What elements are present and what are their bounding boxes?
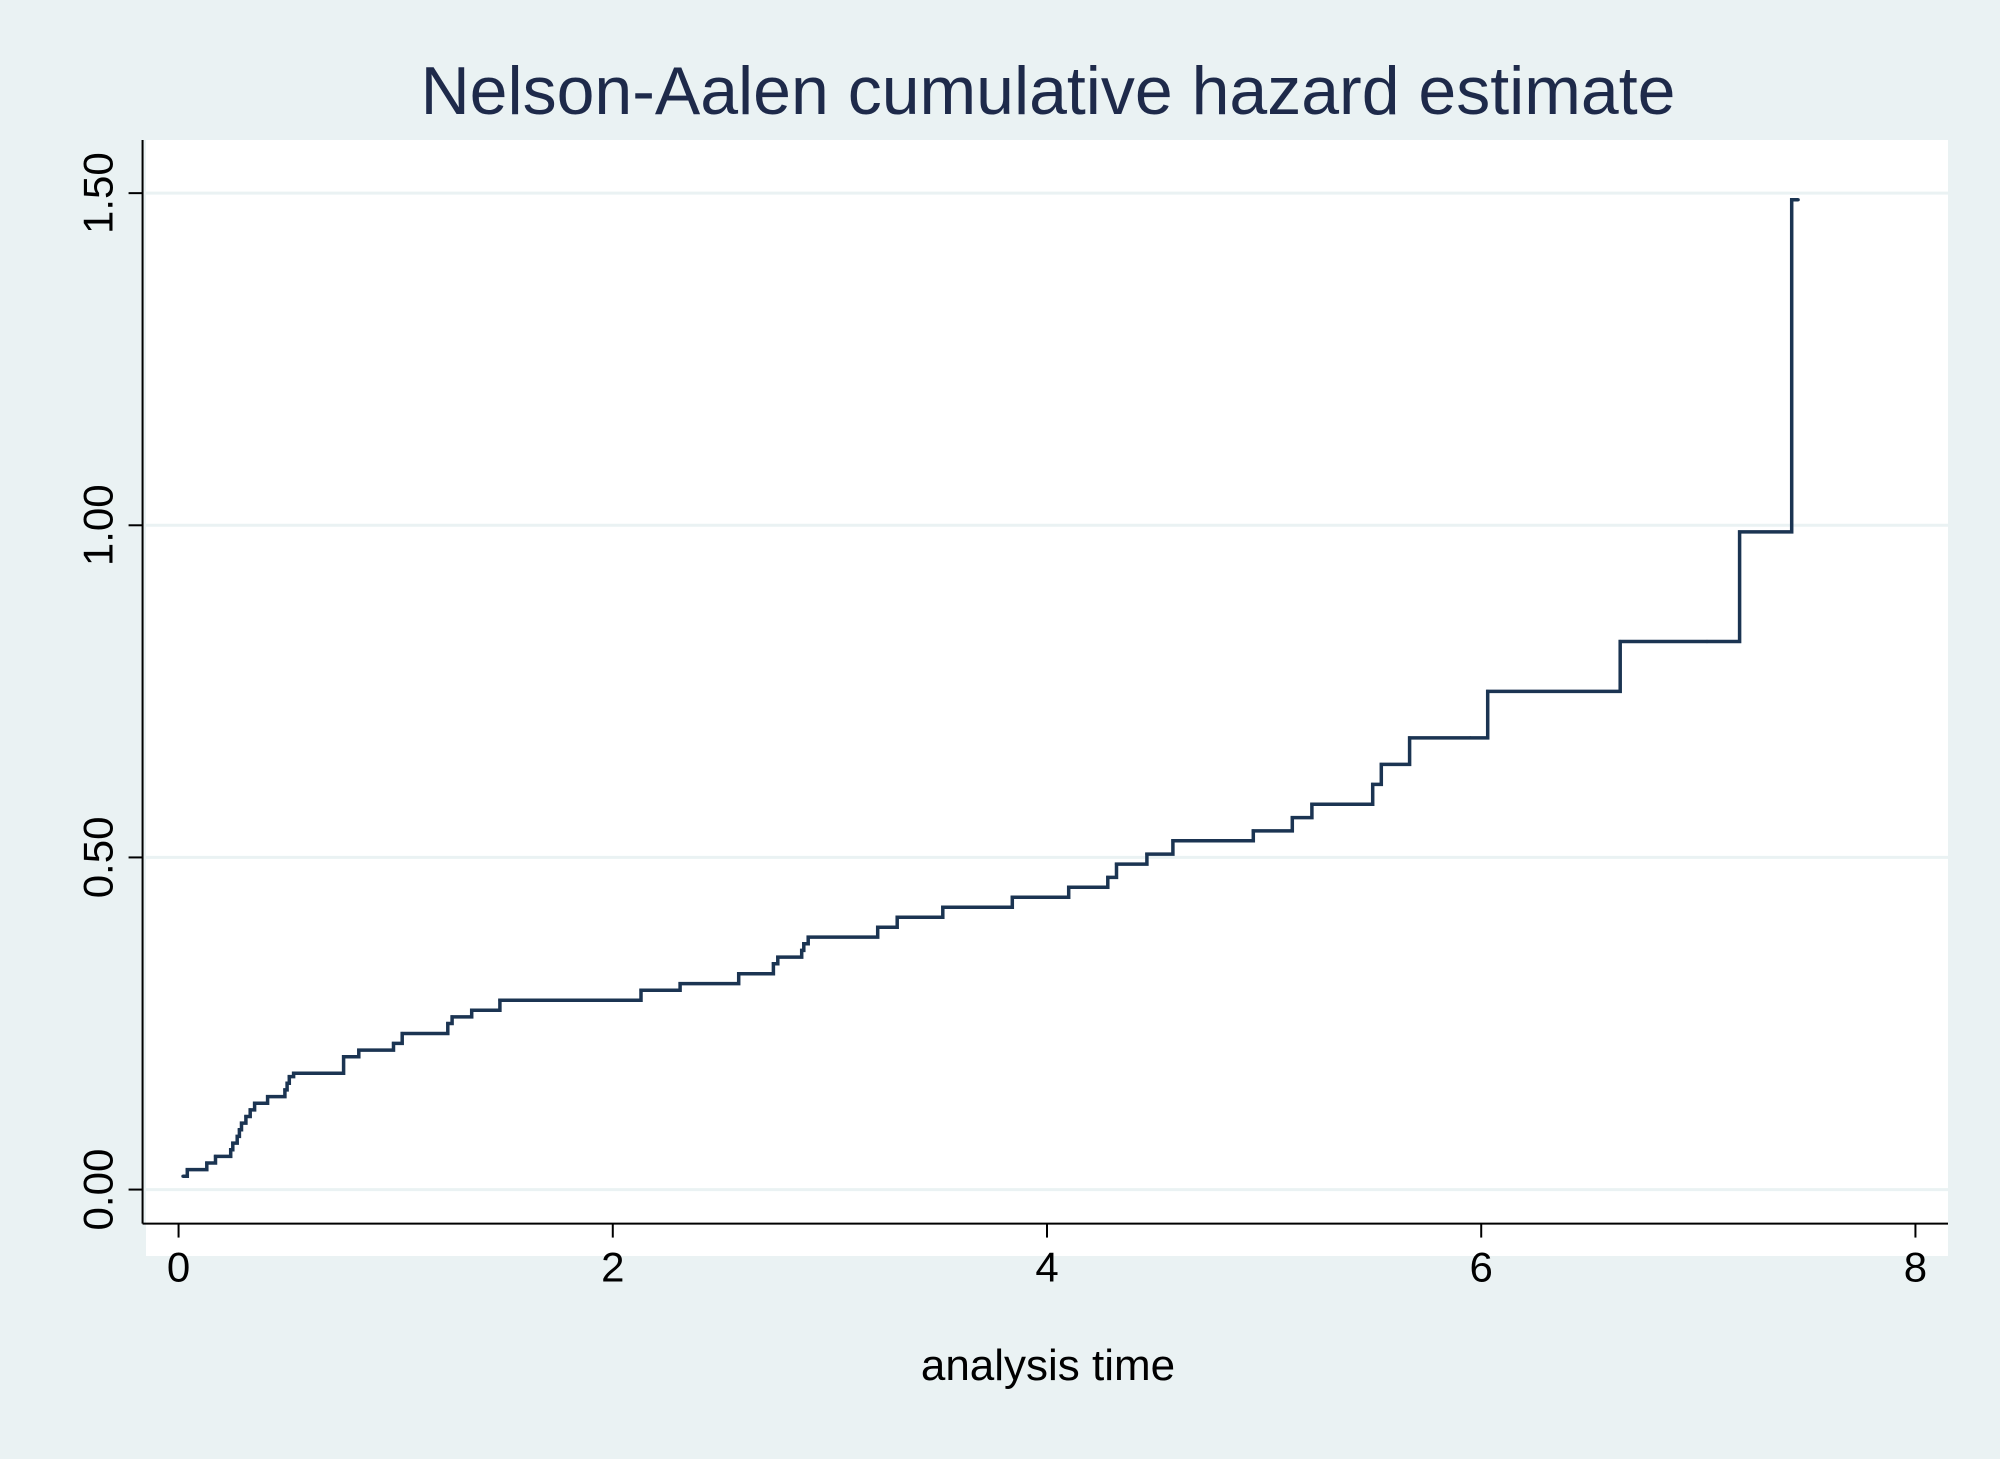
hazard-point [1486, 689, 1490, 693]
hazard-point [1251, 829, 1255, 833]
y-tick-label: 0.50 [75, 817, 122, 899]
hazard-point [259, 1101, 263, 1105]
hazard-point [205, 1161, 209, 1165]
hazard-point [1468, 736, 1472, 740]
hazard-point [252, 1101, 257, 1105]
hazard-point [450, 1015, 454, 1019]
hazard-point [1145, 852, 1149, 856]
gridlines [146, 191, 1948, 1192]
hazard-point [806, 935, 810, 939]
hazard-point [265, 1094, 270, 1099]
hazard-point [1067, 885, 1071, 889]
hazard-point [606, 998, 611, 1002]
axis-ticks: 0.00 0.50 1.00 1.50 0 2 4 6 8 [75, 152, 1928, 1290]
hazard-point [181, 1174, 185, 1178]
hazard-point [213, 1154, 218, 1158]
series-layer [181, 198, 1800, 1179]
x-tick-label: 4 [1035, 1244, 1058, 1291]
hazard-point [283, 1088, 287, 1092]
hazard-point [400, 1031, 404, 1036]
hazard-point [1171, 839, 1175, 843]
hazard-point [1705, 639, 1709, 644]
hazard-point [391, 1041, 396, 1046]
hazard-point [639, 988, 643, 992]
hazard-point [1618, 639, 1622, 644]
hazard-point [1796, 198, 1800, 202]
hazard-point [1010, 895, 1014, 899]
hazard-point [1290, 815, 1294, 820]
hazard-point [248, 1108, 252, 1112]
chart-title: Nelson-Aalen cumulative hazard estimate [421, 53, 1676, 129]
hazard-point [285, 1081, 289, 1085]
hazard-point [287, 1075, 291, 1079]
hazard-point [357, 1048, 361, 1052]
hazard-point [800, 948, 804, 953]
hazard-point [771, 962, 776, 966]
y-tick-label: 0.00 [75, 1149, 122, 1231]
hazard-point [446, 1021, 450, 1026]
y-tick-label: 1.00 [75, 484, 122, 566]
hazard-point [1114, 862, 1119, 866]
x-axis-label: analysis time [921, 1341, 1175, 1390]
hazard-point [470, 1008, 474, 1012]
hazard-point [231, 1141, 235, 1145]
x-tick-label: 0 [167, 1244, 190, 1291]
hazard-point [235, 1134, 239, 1139]
hazard-point [1737, 530, 1742, 534]
hazard-point [244, 1114, 248, 1119]
hazard-point [941, 905, 945, 909]
y-tick-label: 1.50 [75, 152, 122, 234]
hazard-point [239, 1121, 244, 1125]
hazard-point [1388, 762, 1392, 767]
hazard-point [341, 1055, 346, 1059]
hazard-point [1379, 762, 1383, 767]
x-tick-label: 2 [601, 1244, 624, 1291]
hazard-point [1310, 802, 1314, 806]
hazard-point [229, 1148, 233, 1152]
hazard-point [185, 1168, 189, 1172]
plot-area [146, 140, 1948, 1256]
hazard-point [895, 915, 899, 919]
hazard-point [1790, 198, 1794, 202]
hazard-point [802, 942, 806, 946]
hazard-point [678, 982, 682, 986]
hazard-point [498, 998, 502, 1002]
hazard-point [1106, 875, 1110, 879]
hazard-point [737, 972, 741, 976]
hazard-point [776, 955, 780, 959]
hazard-point [237, 1128, 241, 1132]
x-tick-label: 6 [1470, 1244, 1493, 1291]
hazard-point [1371, 782, 1375, 786]
hazard-point [876, 925, 880, 929]
hazard-point [1407, 736, 1412, 740]
x-tick-label: 8 [1904, 1244, 1927, 1291]
hazard-point [292, 1071, 296, 1075]
